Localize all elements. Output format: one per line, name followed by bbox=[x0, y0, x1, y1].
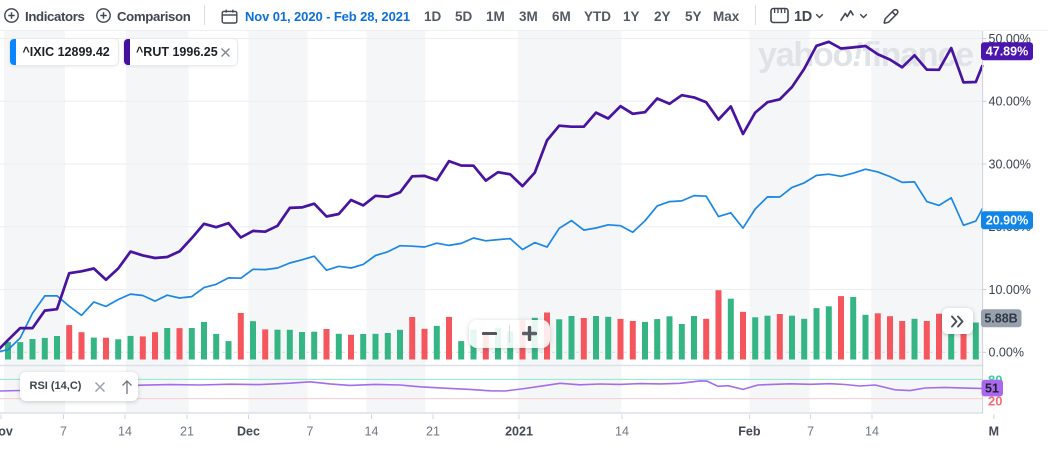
svg-text:14: 14 bbox=[865, 425, 879, 439]
svg-text:Nov: Nov bbox=[0, 425, 13, 439]
svg-text:2021: 2021 bbox=[505, 425, 533, 439]
svg-text:Dec: Dec bbox=[237, 425, 260, 439]
svg-text:10.00%: 10.00% bbox=[989, 283, 1031, 297]
svg-text:20: 20 bbox=[988, 393, 1002, 408]
svg-text:20.90%: 20.90% bbox=[986, 214, 1028, 228]
svg-text:51: 51 bbox=[985, 381, 999, 395]
svg-text:7: 7 bbox=[307, 425, 314, 439]
svg-text:14: 14 bbox=[118, 425, 132, 439]
svg-text:14: 14 bbox=[615, 425, 629, 439]
svg-text:0.00%: 0.00% bbox=[989, 346, 1024, 360]
svg-text:21: 21 bbox=[180, 425, 194, 439]
svg-text:7: 7 bbox=[807, 425, 814, 439]
svg-text:30.00%: 30.00% bbox=[989, 157, 1031, 171]
svg-text:5.88B: 5.88B bbox=[984, 312, 1017, 326]
svg-text:21: 21 bbox=[426, 425, 440, 439]
svg-text:Feb: Feb bbox=[738, 425, 761, 439]
svg-text:47.89%: 47.89% bbox=[986, 45, 1028, 59]
svg-text:M: M bbox=[989, 425, 999, 439]
svg-text:14: 14 bbox=[365, 425, 379, 439]
svg-text:7: 7 bbox=[60, 425, 67, 439]
svg-text:40.00%: 40.00% bbox=[989, 95, 1031, 109]
